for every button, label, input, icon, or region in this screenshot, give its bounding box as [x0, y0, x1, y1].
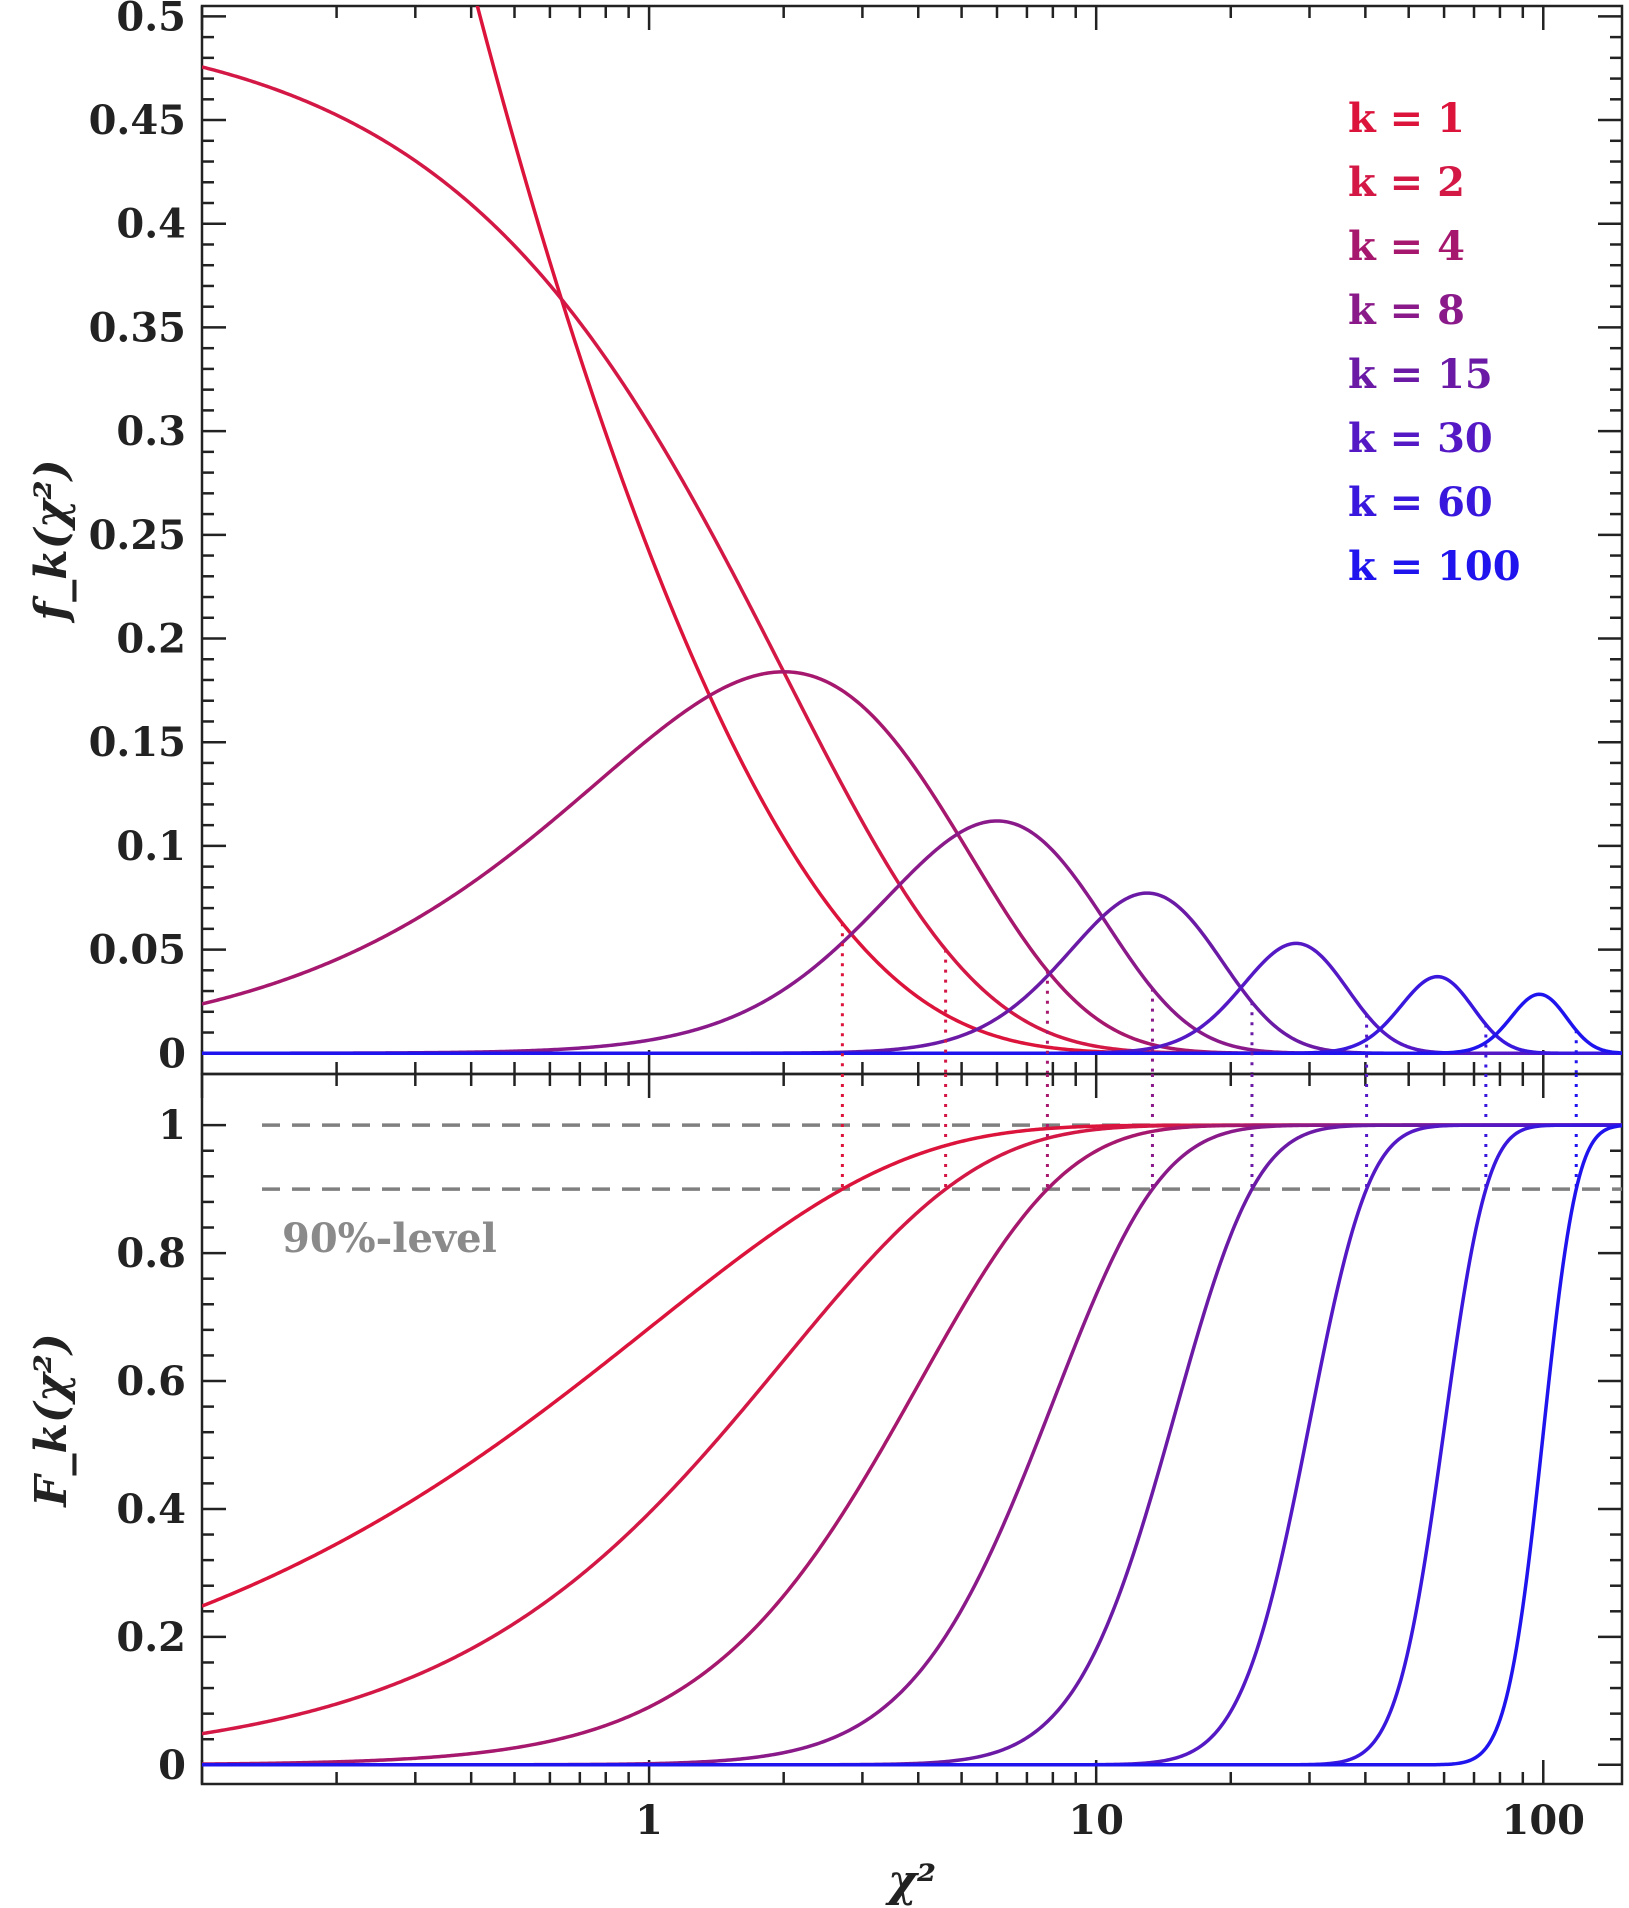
x-tick-label: 1 — [635, 1797, 663, 1844]
legend-entry-k2: k = 2 — [1348, 159, 1465, 206]
pdf-y-tick-label: 0.4 — [116, 201, 186, 248]
pdf-curves — [202, 6, 1622, 1056]
pdf-quantile-markers — [840, 923, 1578, 1074]
pdf-y-tick-labels: 0 0.05 0.1 0.15 0.2 0.25 0.3 0.35 0.4 0.45 0.5 — [89, 0, 186, 1077]
pdf-y-tick-label: 0.05 — [89, 927, 186, 974]
pdf-y-tick-label: 0.1 — [116, 823, 186, 870]
cdf-y-tick-label: 0.6 — [116, 1358, 186, 1405]
legend-entry-k15: k = 15 — [1348, 351, 1493, 398]
pdf-y-tick-label: 0.15 — [89, 719, 186, 766]
pdf-y-tick-label: 0 — [158, 1030, 186, 1077]
pdf-y-axis-title-text: f_k(χ²) — [26, 459, 77, 623]
legend: k = 1 k = 2 k = 4 k = 8 k = 15 k = 30 k = 60 k … — [1348, 95, 1521, 590]
x-tick-label: 10 — [1068, 1797, 1124, 1844]
pdf-y-tick-label: 0.3 — [116, 408, 186, 455]
cdf-y-axis-title-text: F_k(χ²) — [26, 1333, 77, 1509]
pdf-panel-ticks — [200, 6, 1622, 1074]
cdf-quantile-markers — [840, 1074, 1578, 1190]
cdf-y-tick-label: 0.8 — [116, 1230, 186, 1277]
legend-entry-k4: k = 4 — [1348, 223, 1465, 270]
legend-entry-k30: k = 30 — [1348, 415, 1493, 462]
pdf-curve-k60 — [202, 974, 1622, 1056]
cdf-reference-lines — [262, 1123, 1622, 1191]
cdf-y-tick-label: 0.4 — [116, 1486, 186, 1533]
cdf-y-tick-label: 0 — [158, 1742, 186, 1789]
cdf-y-axis-title: F_k(χ²) — [26, 1333, 77, 1509]
legend-entry-k1: k = 1 — [1348, 95, 1465, 142]
cdf-y-tick-label: 1 — [158, 1102, 186, 1149]
x-axis-title: χ² — [885, 1856, 936, 1907]
pdf-curve-k15 — [202, 891, 1622, 1056]
cdf-panel-ticks — [200, 1074, 1622, 1784]
pdf-y-tick-label: 0.45 — [89, 97, 186, 144]
cdf-y-tick-label: 0.2 — [116, 1614, 186, 1661]
pdf-curve-k1 — [475, 6, 1622, 1056]
cdf-curves — [202, 1123, 1622, 1767]
ninety-percent-level-label: 90%-level — [282, 1215, 497, 1262]
x-tick-label: 100 — [1502, 1797, 1586, 1844]
legend-entry-k100: k = 100 — [1348, 543, 1521, 590]
legend-entry-k60: k = 60 — [1348, 479, 1493, 526]
pdf-y-tick-label: 0.2 — [116, 616, 186, 663]
cdf-curve-k1 — [202, 1123, 1622, 1608]
pdf-curve-k100 — [202, 992, 1622, 1056]
x-tick-labels: 1 10 100 — [635, 1797, 1585, 1844]
pdf-y-axis-title: f_k(χ²) — [26, 459, 77, 623]
cdf-y-tick-labels: 0 0.2 0.4 0.6 0.8 1 — [116, 1102, 186, 1789]
pdf-curve-k8 — [202, 819, 1622, 1056]
cdf-curve-k100 — [202, 1124, 1622, 1767]
pdf-y-tick-label: 0.35 — [89, 304, 186, 351]
pdf-y-tick-label: 0.5 — [116, 0, 186, 40]
pdf-y-tick-label: 0.25 — [89, 512, 186, 559]
cdf-panel-frame — [200, 1072, 1624, 1786]
legend-entry-k8: k = 8 — [1348, 287, 1465, 334]
